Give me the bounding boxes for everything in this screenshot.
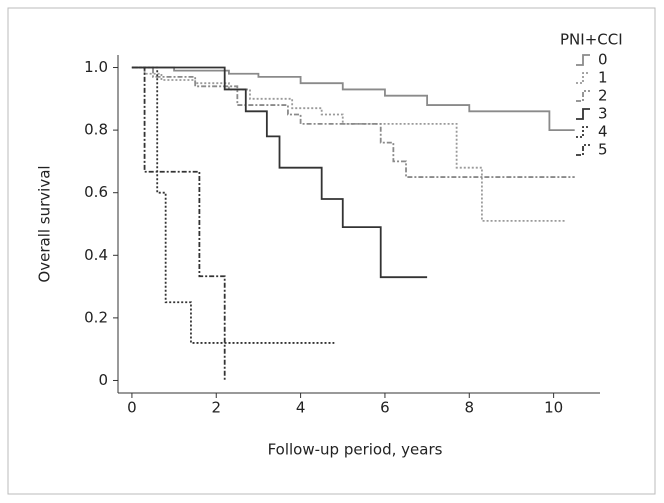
survival-curve: [131, 66, 575, 132]
survival-curve: [131, 66, 575, 178]
legend-title: PNI+CCI: [560, 31, 623, 49]
legend-swatch: [576, 72, 590, 84]
y-tick-label: 0.8: [84, 121, 108, 139]
legend-swatch: [576, 126, 590, 138]
y-tick-label: 0.4: [84, 246, 108, 264]
y-tick-label: 0.6: [84, 183, 108, 201]
y-tick-label: 0.2: [84, 308, 108, 326]
legend-swatch: [576, 108, 590, 120]
x-tick-label: 2: [211, 399, 221, 417]
y-tick-label: 0: [98, 371, 108, 389]
y-tick-label: 1.0: [84, 58, 108, 76]
survival-curve: [131, 66, 567, 222]
y-axis-label: Overall survival: [36, 165, 54, 282]
survival-curve: [131, 66, 226, 381]
legend-label: 4: [598, 123, 608, 141]
x-tick-label: 4: [296, 399, 306, 417]
x-tick-label: 8: [465, 399, 475, 417]
legend-label: 2: [598, 87, 608, 105]
survival-curve: [131, 66, 428, 279]
survival-curve: [131, 66, 335, 344]
legend-label: 5: [598, 141, 608, 159]
legend-swatch: [576, 144, 590, 156]
x-axis-label: Follow-up period, years: [268, 441, 443, 459]
legend-label: 1: [598, 69, 608, 87]
frame: [7, 7, 656, 495]
x-tick-label: 10: [544, 399, 563, 417]
legend-swatch: [576, 90, 590, 102]
legend-label: 0: [598, 51, 608, 69]
x-tick-label: 6: [380, 399, 390, 417]
legend-swatch: [576, 54, 590, 66]
legend-label: 3: [598, 105, 608, 123]
x-tick-label: 0: [127, 399, 137, 417]
